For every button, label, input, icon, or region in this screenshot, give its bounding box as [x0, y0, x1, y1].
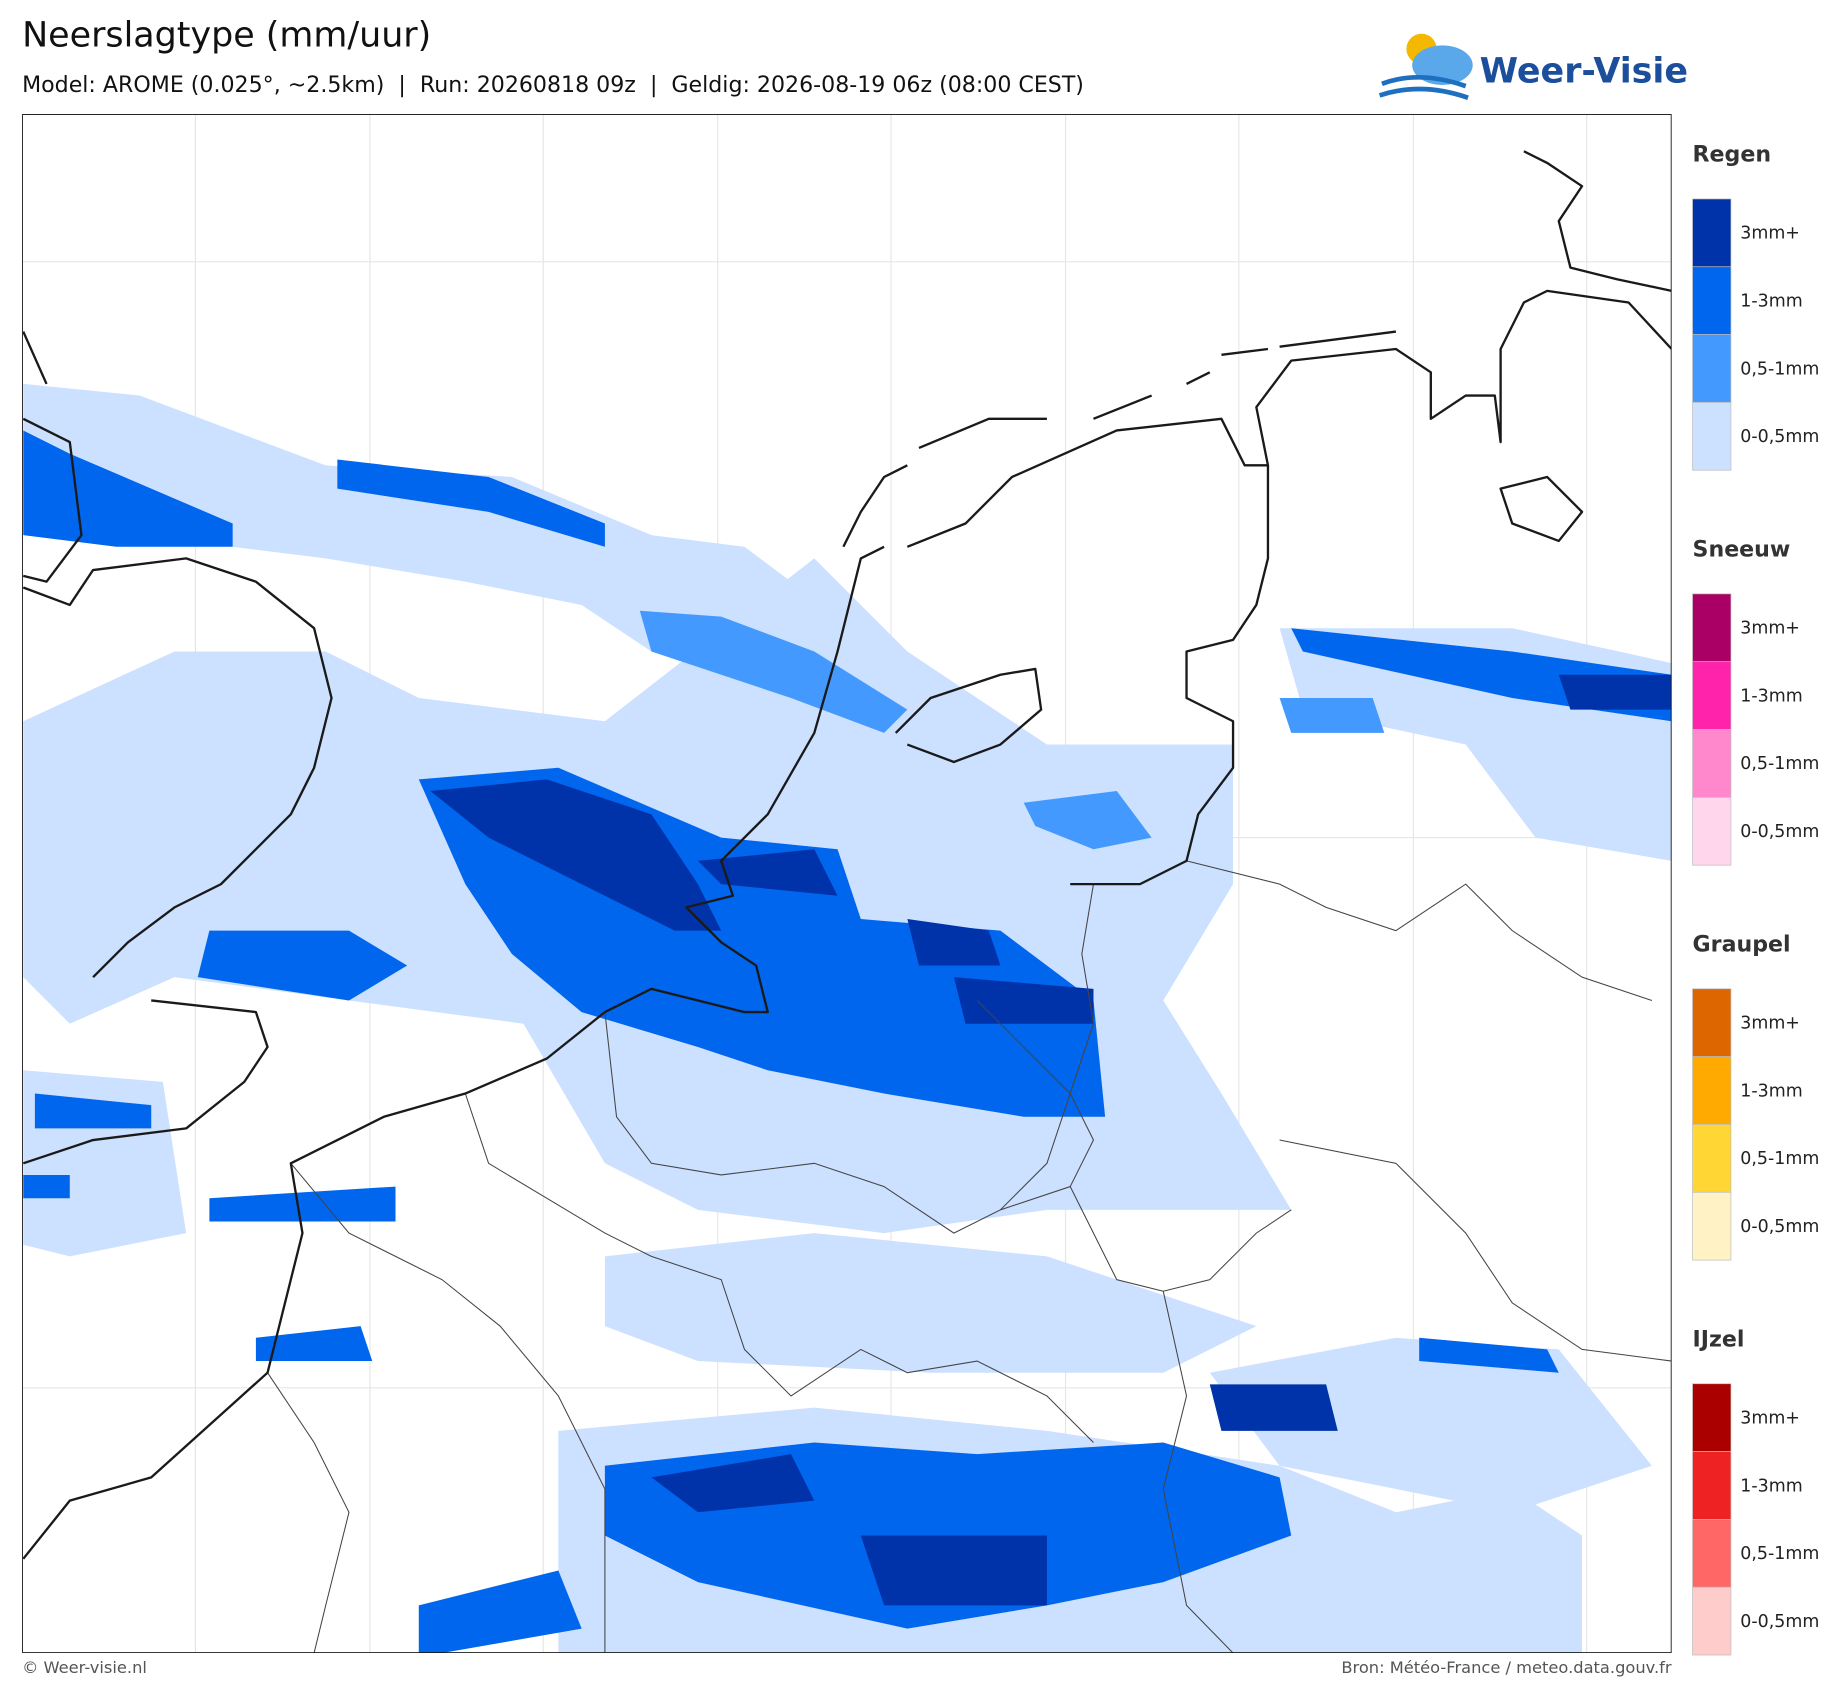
- legend-label: 3mm+: [1740, 619, 1800, 639]
- legend-group-title: IJzel: [1693, 1327, 1745, 1353]
- footer-source: Bron: Météo-France / meteo.data.gouv.fr: [1341, 1658, 1672, 1677]
- legend-label: 0-0,5mm: [1740, 1612, 1819, 1632]
- footer-credit: © Weer-visie.nl: [22, 1658, 147, 1677]
- legend-swatch: [1692, 661, 1732, 730]
- legend-group-title: Graupel: [1693, 932, 1791, 958]
- legend-label: 3mm+: [1740, 1408, 1800, 1428]
- legend-swatch: [1692, 1586, 1732, 1656]
- legend-swatch: [1692, 988, 1732, 1057]
- logo-waves: [1378, 75, 1469, 100]
- legend-swatch: [1692, 266, 1732, 335]
- legend-label: 1-3mm: [1740, 686, 1802, 706]
- legend-label: 0-0,5mm: [1740, 822, 1819, 842]
- legend-label: 0-0,5mm: [1740, 427, 1819, 447]
- legend-swatch: [1692, 1191, 1732, 1261]
- logo-cloud: [1412, 45, 1473, 85]
- legend-label: 3mm+: [1740, 1014, 1800, 1034]
- logo: Weer-Visie: [1378, 33, 1688, 100]
- legend-swatch: [1692, 198, 1732, 268]
- map: [22, 114, 1672, 1654]
- legend-swatch: [1692, 1519, 1732, 1588]
- legend: Regen 3mm+ 1-3mm 0,5-1mm 0-0,5mm Sneeuw 3mm+ 1-…: [1692, 142, 1819, 1656]
- subtitle: Model: AROME (0.025°, ~2.5km) | Run: 202…: [22, 72, 1084, 98]
- legend-label: 0,5-1mm: [1740, 1149, 1819, 1169]
- legend-swatch: [1692, 729, 1732, 798]
- borders: [267, 860, 1672, 1654]
- legend-swatch: [1692, 402, 1732, 471]
- legend-label: 1-3mm: [1740, 1476, 1802, 1496]
- legend-label: 0-0,5mm: [1740, 1217, 1819, 1237]
- legend-swatch: [1692, 1056, 1732, 1125]
- legend-label: 0,5-1mm: [1740, 1544, 1819, 1564]
- legend-group-title: Regen: [1693, 142, 1772, 168]
- precip-very-heavy: [430, 674, 1672, 1606]
- legend-swatch: [1692, 334, 1732, 403]
- coastlines: [22, 150, 1672, 1560]
- legend-label: 0,5-1mm: [1740, 754, 1819, 774]
- logo-text: Weer-Visie: [1480, 52, 1688, 92]
- legend-swatch: [1692, 593, 1732, 663]
- legend-group-title: Sneeuw: [1693, 537, 1791, 563]
- legend-swatch: [1692, 1383, 1732, 1452]
- legend-swatch: [1692, 1124, 1732, 1193]
- legend-swatch: [1692, 796, 1732, 866]
- precip-medium: [639, 610, 1385, 850]
- legend-label: 0,5-1mm: [1740, 359, 1819, 379]
- legend-label: 1-3mm: [1740, 1081, 1802, 1101]
- legend-label: 1-3mm: [1740, 292, 1802, 312]
- title: Neerslagtype (mm/uur): [22, 16, 431, 56]
- legend-swatch: [1692, 1451, 1732, 1520]
- legend-label: 3mm+: [1740, 224, 1800, 244]
